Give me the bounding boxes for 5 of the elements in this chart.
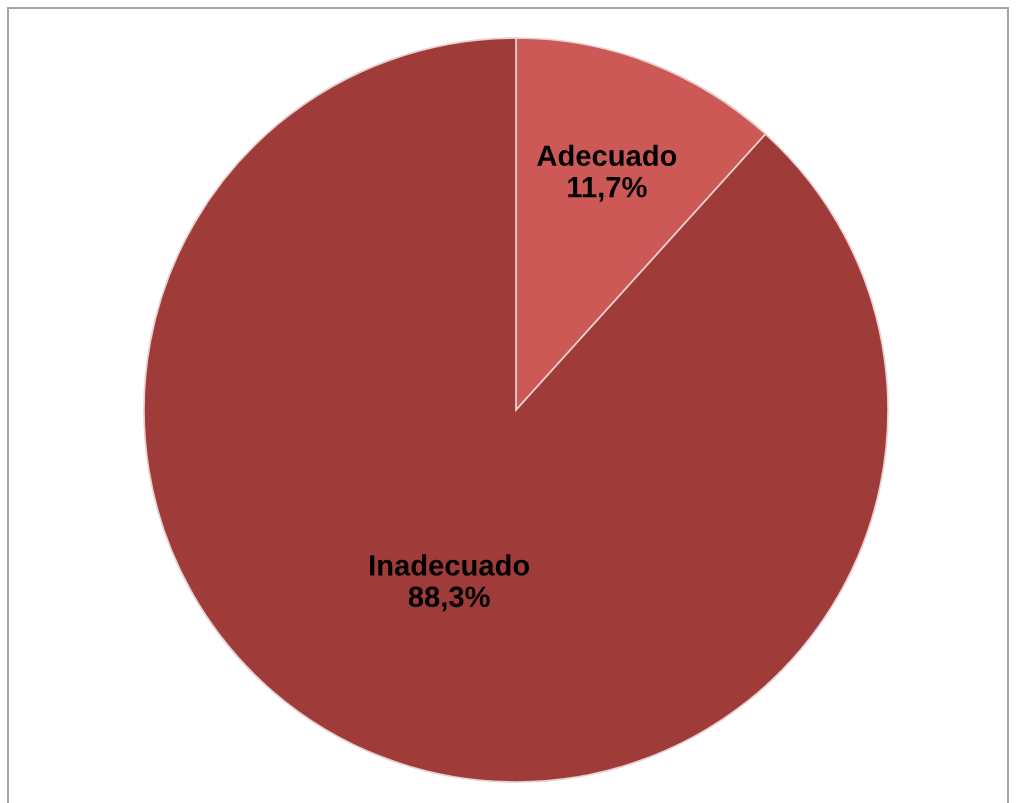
slice-label: Adecuado (537, 144, 677, 167)
data-label: 11,7% (568, 176, 647, 202)
data-label: 88,3% (408, 586, 490, 612)
slice-label: Inadecuado (370, 554, 530, 576)
pie-slice (143, 37, 889, 783)
